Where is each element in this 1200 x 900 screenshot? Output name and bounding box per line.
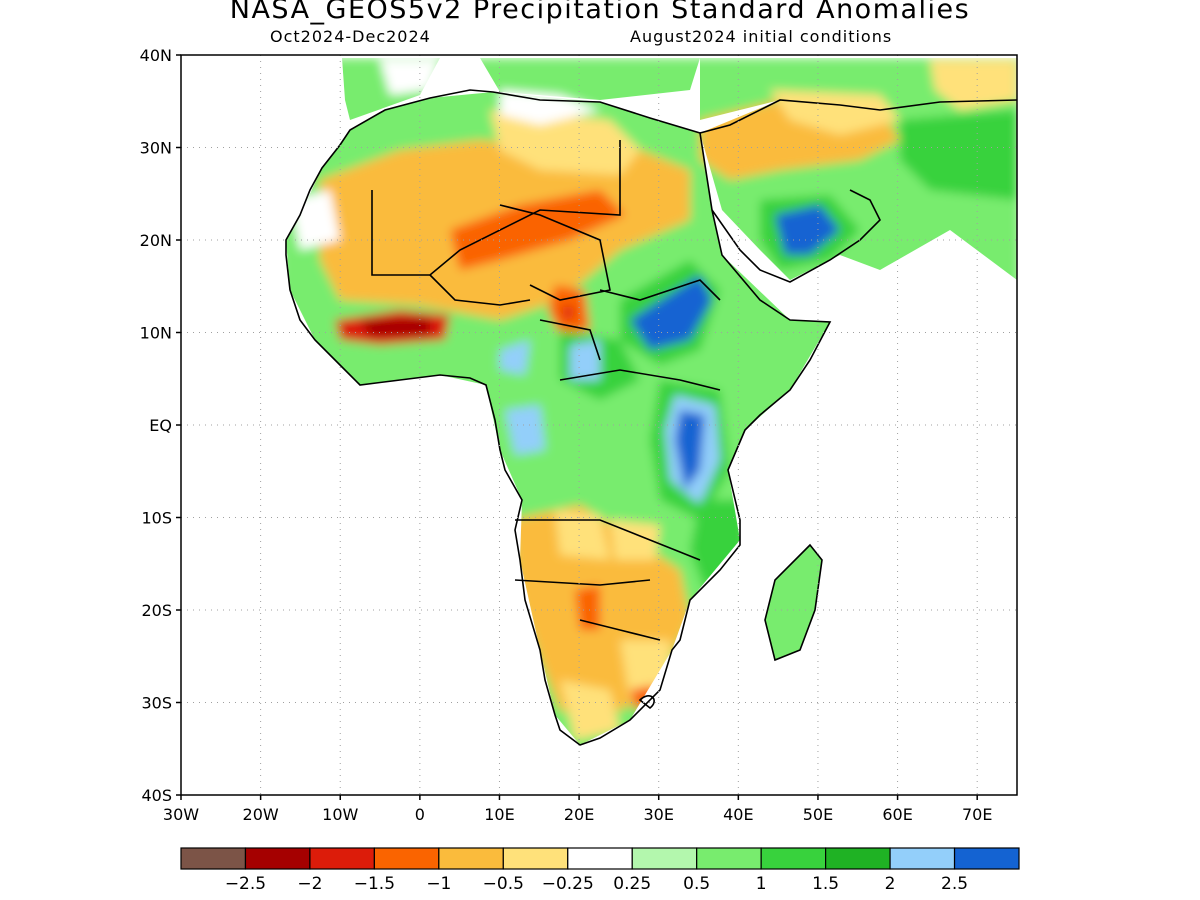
lat-label: 20S (141, 601, 172, 620)
lon-label: 70E (962, 805, 992, 824)
lon-label: 30W (163, 805, 199, 824)
colorbar-swatch (309, 847, 375, 870)
colorbar-swatch (631, 847, 698, 870)
colorbar-swatch (760, 847, 827, 870)
lat-label: 30S (141, 694, 172, 713)
lon-label: 20W (243, 805, 279, 824)
lat-label: 40N (140, 46, 172, 65)
colorbar-swatch (889, 847, 956, 870)
colorbar-label: −0.5 (483, 874, 524, 894)
colorbar-label: 2.5 (941, 874, 968, 894)
colorbar-swatch (373, 847, 440, 870)
colorbar-label: −1.5 (354, 874, 395, 894)
colorbar: −2.5 −2 −1.5 −1 −0.5 −0.25 0.25 0.5 1 1.5 2 2.5 (180, 847, 1020, 894)
initial-conditions: August2024 initial conditions (630, 27, 893, 46)
colorbar-swatch (180, 847, 247, 870)
lon-label: 10E (484, 805, 514, 824)
lat-label: 30N (140, 139, 172, 158)
colorbar-label: 1 (756, 874, 767, 894)
colorbar-swatch (502, 847, 569, 870)
colorbar-swatch (825, 847, 891, 870)
lat-label: 10S (141, 509, 172, 528)
country-borders (285, 89, 1017, 746)
lat-label: 10N (140, 324, 172, 343)
colorbar-label: −0.25 (542, 874, 594, 894)
colorbar-label: −2.5 (225, 874, 266, 894)
colorbar-swatch (438, 847, 504, 870)
colorbar-label: −1 (426, 874, 451, 894)
colorbar-swatch (953, 847, 1020, 870)
lon-label: 40E (723, 805, 753, 824)
colorbar-label: 2 (885, 874, 896, 894)
chart-title: NASA_GEOS5v2 Precipitation Standard Anom… (229, 0, 971, 25)
colorbar-label: 0.25 (613, 874, 651, 894)
lon-label: 0 (415, 805, 425, 824)
forecast-period: Oct2024-Dec2024 (270, 27, 431, 46)
lon-label: 20E (564, 805, 594, 824)
lat-label: EQ (149, 416, 172, 435)
colorbar-label: 0.5 (683, 874, 710, 894)
colorbar-label: 1.5 (812, 874, 839, 894)
lon-label: 30E (643, 805, 673, 824)
lon-label: 50E (803, 805, 833, 824)
colorbar-label: −2 (297, 874, 322, 894)
lat-label: 20N (140, 231, 172, 250)
colorbar-swatch (567, 847, 633, 870)
lon-label: 60E (882, 805, 912, 824)
grid-lines (181, 55, 1017, 795)
precipitation-anomaly-field (286, 58, 1017, 745)
colorbar-swatch (244, 847, 311, 870)
colorbar-swatch (696, 847, 762, 870)
lon-label: 10W (322, 805, 358, 824)
lat-label: 40S (141, 786, 172, 805)
